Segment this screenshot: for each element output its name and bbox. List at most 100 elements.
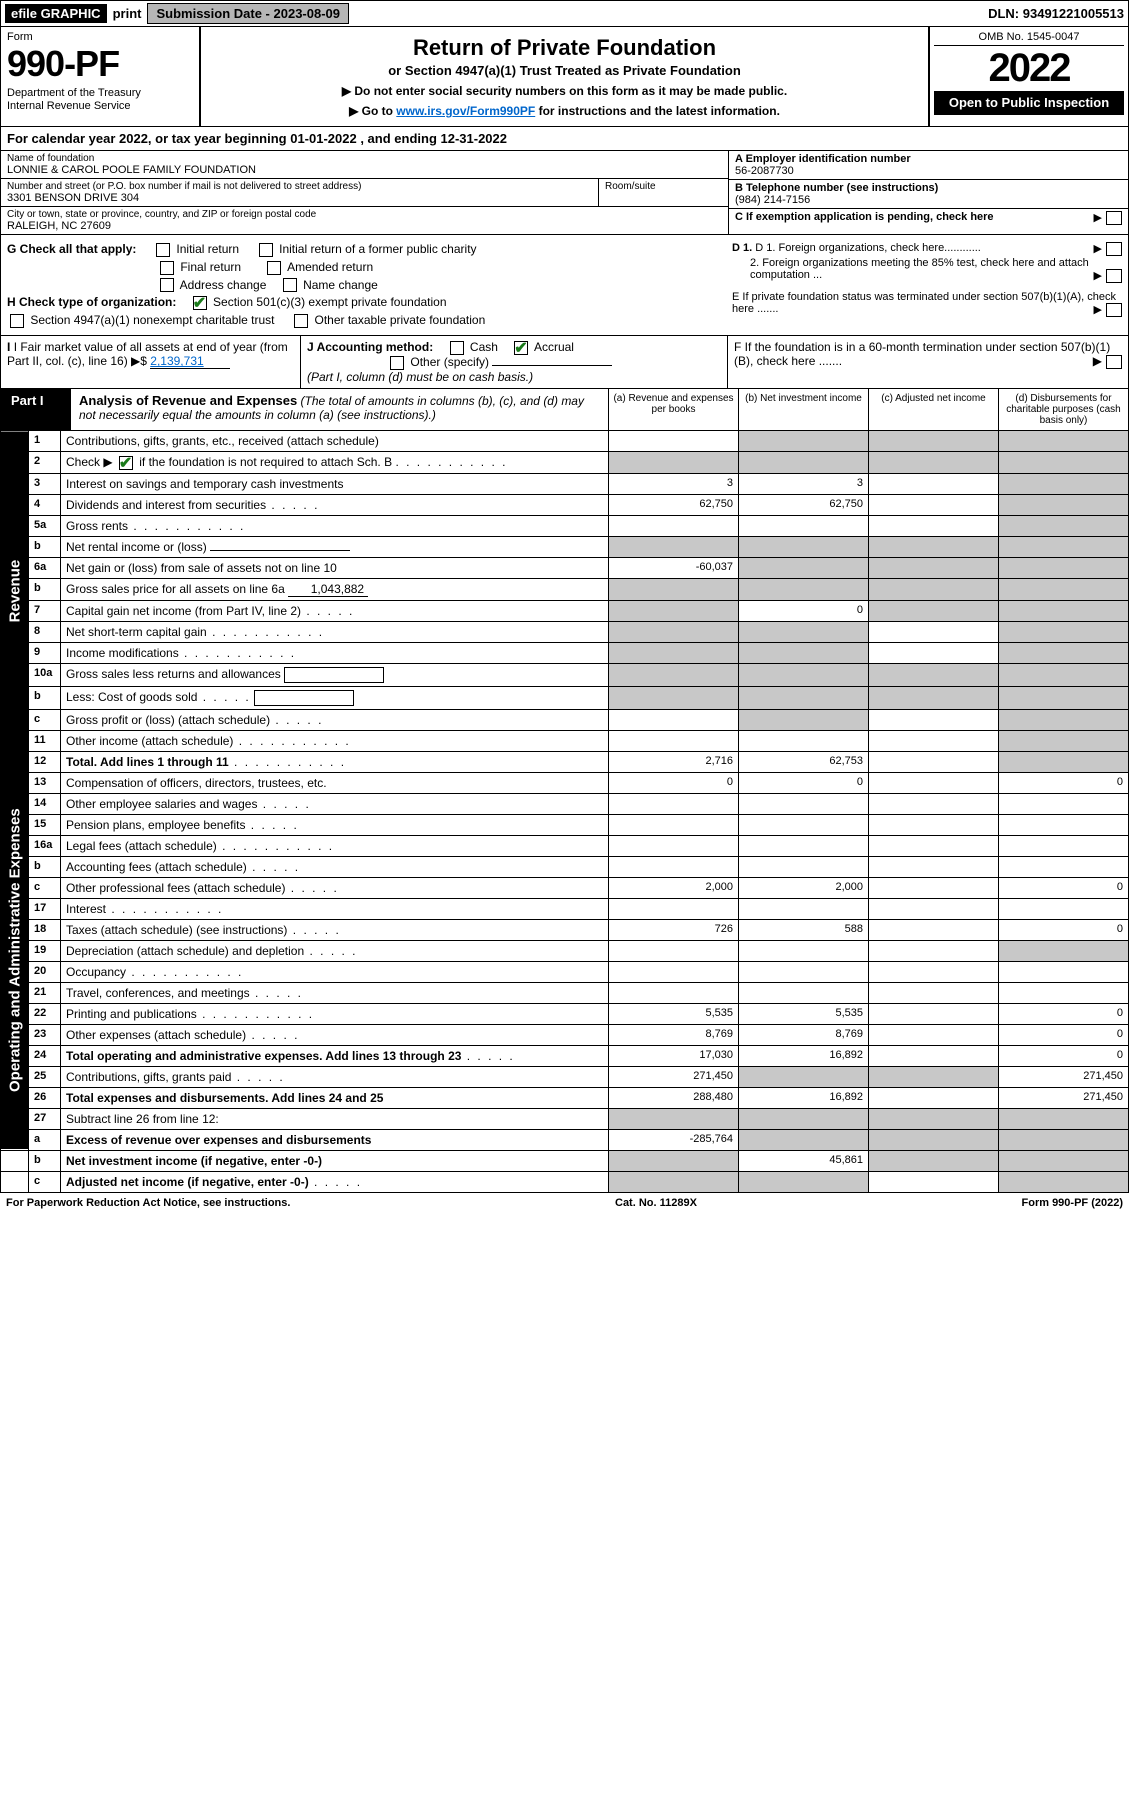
g-opt-3: Initial return of a former public charit… <box>279 242 476 256</box>
print-button[interactable]: print <box>113 6 142 21</box>
form-subtitle: or Section 4947(a)(1) Trust Treated as P… <box>211 63 918 78</box>
line-27b-desc: Net investment income (if negative, ente… <box>61 1150 609 1171</box>
header-right: OMB No. 1545-0047 2022 Open to Public In… <box>928 27 1128 126</box>
address-change-checkbox[interactable] <box>160 278 174 292</box>
line-11-desc: Other income (attach schedule) <box>61 730 609 751</box>
line-9-desc: Income modifications <box>61 642 609 663</box>
dln: DLN: 93491221005513 <box>988 6 1124 21</box>
cash-checkbox[interactable] <box>450 341 464 355</box>
d2-text: 2. Foreign organizations meeting the 85%… <box>750 257 1089 281</box>
line-10a-desc: Gross sales less returns and allowances <box>61 663 609 686</box>
j-note: (Part I, column (d) must be on cash basi… <box>307 370 533 384</box>
line-1-a <box>609 431 739 452</box>
other-method-checkbox[interactable] <box>390 356 404 370</box>
foundation-name: LONNIE & CAROL POOLE FAMILY FOUNDATION <box>7 164 722 176</box>
line-4-num: 4 <box>29 494 61 515</box>
line-2-desc: Check ▶ if the foundation is not require… <box>61 451 609 473</box>
f-text: F If the foundation is in a 60-month ter… <box>734 340 1110 368</box>
line-14-num: 14 <box>29 793 61 814</box>
line-27a-desc: Excess of revenue over expenses and disb… <box>61 1129 609 1150</box>
other-taxable-checkbox[interactable] <box>294 314 308 328</box>
501c3-checkbox[interactable] <box>193 296 207 310</box>
line-4-b: 62,750 <box>739 494 869 515</box>
revenue-side-label: Revenue <box>1 431 29 751</box>
d1-checkbox[interactable] <box>1106 242 1122 256</box>
g-row3: Address change Name change <box>7 278 722 293</box>
col-j: J Accounting method: Cash Accrual Other … <box>301 336 728 388</box>
line-20-desc: Occupancy <box>61 961 609 982</box>
amended-return-checkbox[interactable] <box>267 261 281 275</box>
h-opt1: Section 501(c)(3) exempt private foundat… <box>213 295 446 309</box>
ein-label: A Employer identification number <box>735 153 911 165</box>
line-25-d: 271,450 <box>999 1066 1129 1087</box>
part1-title-text: Analysis of Revenue and Expenses <box>79 393 297 408</box>
h-label: H Check type of organization: <box>7 295 176 309</box>
name-label: Name of foundation <box>7 153 722 164</box>
line-23-d: 0 <box>999 1024 1129 1045</box>
line-22-a: 5,535 <box>609 1003 739 1024</box>
line-19-num: 19 <box>29 940 61 961</box>
submission-date-box: Submission Date - 2023-08-09 <box>147 3 349 24</box>
tax-year: 2022 <box>934 46 1124 91</box>
line-25-a: 271,450 <box>609 1066 739 1087</box>
line-1-num: 1 <box>29 431 61 452</box>
line-24-desc: Total operating and administrative expen… <box>61 1045 609 1066</box>
final-return-checkbox[interactable] <box>160 261 174 275</box>
line-1-b <box>739 431 869 452</box>
f-checkbox[interactable] <box>1106 355 1122 369</box>
line-24-num: 24 <box>29 1045 61 1066</box>
line-6b-val: 1,043,882 <box>288 582 368 597</box>
line-10c-num: c <box>29 709 61 730</box>
line-4-desc: Dividends and interest from securities <box>61 494 609 515</box>
exemption-cell: C If exemption application is pending, c… <box>729 209 1128 225</box>
line-19-desc: Depreciation (attach schedule) and deple… <box>61 940 609 961</box>
col-i: I I Fair market value of all assets at e… <box>1 336 301 388</box>
subdate-label: Submission Date - <box>156 6 273 21</box>
i-label: I Fair market value of all assets at end… <box>7 340 288 368</box>
phone-value: (984) 214-7156 <box>735 194 1122 206</box>
d1-text: D 1. Foreign organizations, check here..… <box>755 242 981 254</box>
line-1-c <box>869 431 999 452</box>
col-c-head: (c) Adjusted net income <box>868 389 998 430</box>
line-5b-num: b <box>29 536 61 557</box>
j-accrual: Accrual <box>534 340 574 354</box>
line-5a-num: 5a <box>29 515 61 536</box>
fmv-value: 2,139,731 <box>150 354 230 369</box>
initial-return-checkbox[interactable] <box>156 243 170 257</box>
g-label: G Check all that apply: <box>7 242 136 256</box>
g-opt-4: Amended return <box>287 260 373 274</box>
schb-checkbox[interactable] <box>119 456 133 470</box>
note2-pre: ▶ Go to <box>349 104 396 118</box>
line-24-a: 17,030 <box>609 1045 739 1066</box>
dept-label: Department of the Treasury Internal Reve… <box>7 87 193 113</box>
line-10b-num: b <box>29 686 61 709</box>
section-gh: G Check all that apply: Initial return I… <box>0 235 1129 336</box>
calendar-year-line: For calendar year 2022, or tax year begi… <box>0 127 1129 151</box>
initial-return-public-checkbox[interactable] <box>259 243 273 257</box>
form-note2: ▶ Go to www.irs.gov/Form990PF for instru… <box>211 104 918 118</box>
footer: For Paperwork Reduction Act Notice, see … <box>0 1193 1129 1213</box>
line-18-d: 0 <box>999 919 1129 940</box>
addr-label: Number and street (or P.O. box number if… <box>7 181 592 192</box>
irs-link[interactable]: www.irs.gov/Form990PF <box>396 104 535 118</box>
exemption-checkbox[interactable] <box>1106 211 1122 225</box>
e-checkbox[interactable] <box>1106 303 1122 317</box>
d2-row: 2. Foreign organizations meeting the 85%… <box>732 257 1122 281</box>
g-opt-5: Name change <box>303 278 378 292</box>
line-2-pre: Check ▶ <box>66 455 113 469</box>
efile-label: efile GRAPHIC <box>5 4 107 23</box>
line-27a-num: a <box>29 1129 61 1150</box>
line-3-num: 3 <box>29 473 61 494</box>
line-21-num: 21 <box>29 982 61 1003</box>
line-22-b: 5,535 <box>739 1003 869 1024</box>
line-27-num: 27 <box>29 1108 61 1129</box>
line-6a-num: 6a <box>29 557 61 578</box>
line-16b-desc: Accounting fees (attach schedule) <box>61 856 609 877</box>
line-23-num: 23 <box>29 1024 61 1045</box>
accrual-checkbox[interactable] <box>514 341 528 355</box>
4947-checkbox[interactable] <box>10 314 24 328</box>
addr-value: 3301 BENSON DRIVE 304 <box>7 192 592 204</box>
form-number: 990-PF <box>7 43 193 85</box>
d2-checkbox[interactable] <box>1106 269 1122 283</box>
name-change-checkbox[interactable] <box>283 278 297 292</box>
